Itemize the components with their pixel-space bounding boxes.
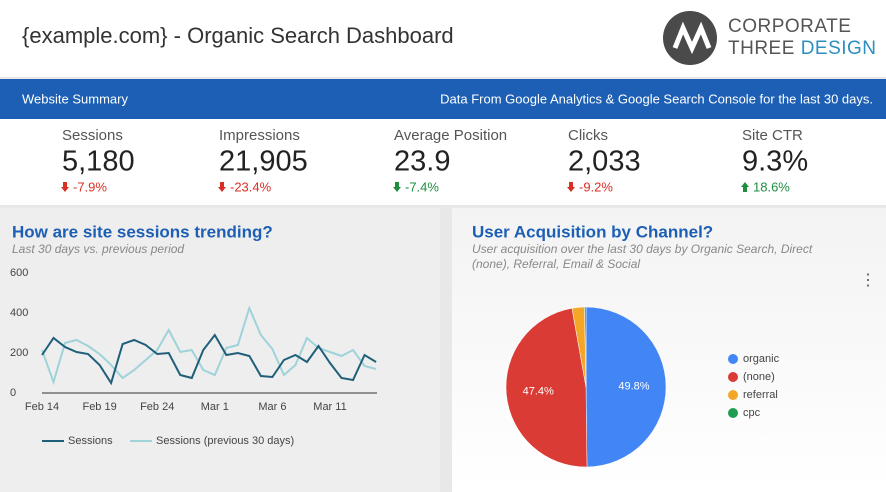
kpi-row (0, 119, 886, 205)
kpis: Sessions 5,180-7.9% Impressions 21,905-23.4… (61, 127, 808, 194)
kpi-label: Impressions (219, 127, 300, 144)
logo-text: DESIGN (801, 38, 877, 59)
trend-arrow (393, 182, 401, 192)
logo-text: THREE (728, 38, 795, 59)
slice-label: 49.8% (618, 381, 649, 393)
trend-arrow (741, 182, 749, 192)
kpi-value: 2,033 (568, 146, 641, 178)
charts: 0 200 400 600 Feb 14 Feb 19 Feb 24 Mar 1 Mar 6 Ma… (10, 267, 780, 468)
page-title: {example.com} - Organic Search Dashboard (22, 23, 454, 48)
trend-arrow (218, 182, 226, 192)
legend-swatch (728, 354, 738, 364)
y-tick-label: 600 (10, 267, 28, 279)
legend-swatch (728, 372, 738, 382)
kpi-value: 21,905 (219, 146, 308, 178)
y-tick-label: 400 (10, 307, 28, 319)
kpi-value: 5,180 (62, 146, 135, 178)
legend-label: cpc (743, 407, 761, 419)
chart-subtitle: Last 30 days vs. previous period (12, 242, 184, 256)
logo-mark (672, 21, 712, 55)
kpi-change: -7.4% (405, 179, 439, 194)
pie-slice (585, 306, 667, 468)
kpi-label: Site CTR (742, 127, 803, 144)
legend-swatch (728, 390, 738, 400)
legend-label: referral (743, 389, 778, 401)
legend-label: Sessions (68, 435, 113, 447)
chart-title: User Acquisition by Channel? (472, 222, 713, 241)
chart-subtitle: User acquisition over the last 30 days b… (472, 242, 813, 256)
legend-label: Sessions (previous 30 days) (156, 435, 294, 447)
logo-text: THREE DESIGN (728, 38, 877, 59)
kpi-change: -9.2% (579, 179, 613, 194)
y-tick-label: 200 (10, 347, 28, 359)
logo: CORPORATE THREE DESIGN (663, 11, 877, 65)
x-tick-label: Feb 24 (140, 401, 174, 413)
legend-label: organic (743, 353, 780, 365)
trend-arrow (567, 182, 575, 192)
y-tick-label: 0 (10, 387, 16, 399)
banner-left: Website Summary (22, 91, 128, 106)
legend-swatch (728, 408, 738, 418)
x-tick-label: Feb 14 (25, 401, 59, 413)
logo-text: CORPORATE (728, 16, 851, 37)
kpi-change: -23.4% (230, 179, 272, 194)
kpi-label: Clicks (568, 127, 608, 144)
x-tick-label: Mar 1 (201, 401, 229, 413)
kpi-label: Average Position (394, 127, 507, 144)
x-tick-label: Feb 19 (82, 401, 116, 413)
x-tick-label: Mar 6 (258, 401, 286, 413)
slice-label: 47.4% (523, 385, 554, 397)
legend-label: (none) (743, 371, 775, 383)
x-tick-label: Mar 11 (313, 401, 346, 413)
pie-slice (584, 306, 587, 388)
trend-arrow (61, 182, 69, 192)
kpi-value: 9.3% (742, 146, 808, 178)
kpi-change: 18.6% (753, 179, 790, 194)
chart-title: How are site sessions trending? (12, 222, 273, 241)
series-line (41, 333, 377, 386)
banner (0, 79, 886, 119)
header-bg (0, 0, 886, 77)
kpi-value: 23.9 (394, 146, 450, 178)
kpi-change: -7.9% (73, 179, 107, 194)
chart-subtitle: (none), Referral, Email & Social (472, 257, 640, 271)
menu-button[interactable]: ⋮ (860, 272, 876, 289)
kpi-label: Sessions (62, 127, 123, 144)
pie-slice (505, 307, 588, 468)
banner-right: Data From Google Analytics & Google Sear… (440, 91, 873, 106)
